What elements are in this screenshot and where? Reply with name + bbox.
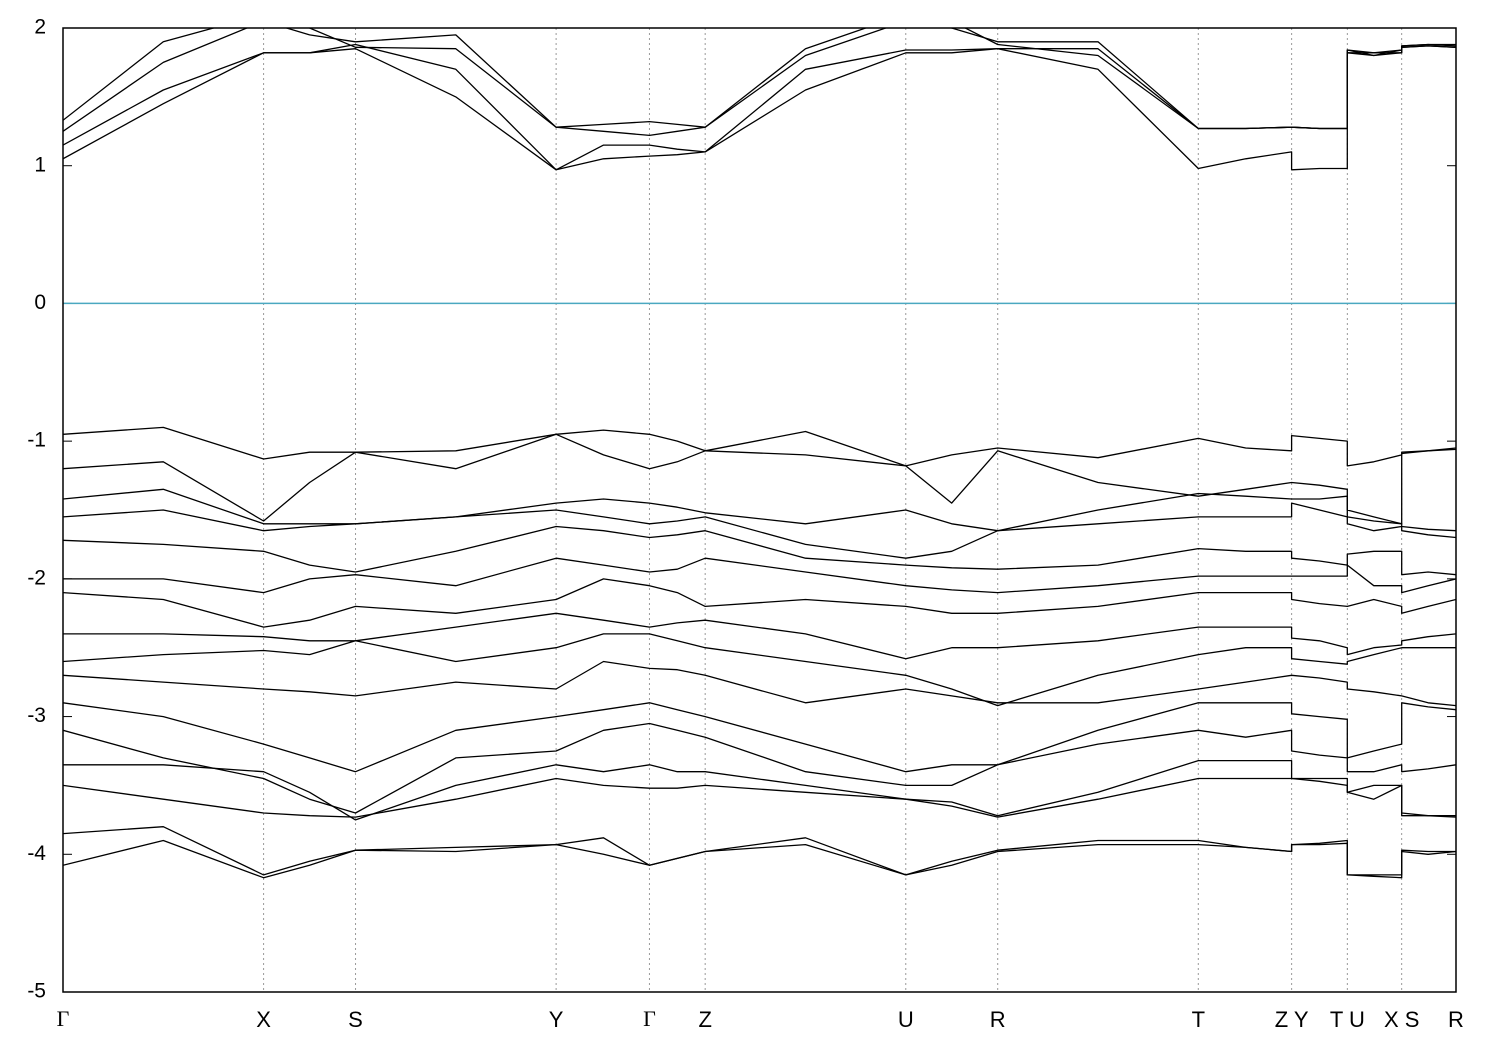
y-tick-label: -3 bbox=[27, 704, 46, 727]
y-tick-label: -1 bbox=[27, 429, 46, 452]
band-line bbox=[63, 722, 1456, 814]
band-line bbox=[63, 633, 1456, 707]
x-tick-label: T U bbox=[1330, 1007, 1365, 1032]
y-tick-label: -5 bbox=[27, 980, 46, 1003]
band-line bbox=[63, 777, 1456, 818]
band-line bbox=[63, 839, 1456, 879]
y-tick-label: 1 bbox=[34, 153, 46, 176]
band-line bbox=[63, 660, 1456, 707]
y-tick-label: -4 bbox=[27, 842, 46, 865]
band-line bbox=[63, 426, 1456, 467]
band-line bbox=[63, 612, 1456, 660]
band-line bbox=[63, 826, 1456, 876]
bands bbox=[63, 28, 1456, 879]
band-line bbox=[63, 28, 1456, 132]
x-tick-label: Γ bbox=[643, 1006, 656, 1031]
band-line bbox=[63, 525, 1456, 576]
band-line bbox=[63, 43, 1456, 171]
y-tick-label: 2 bbox=[34, 16, 46, 39]
x-tick-label: U bbox=[898, 1007, 914, 1032]
band-line bbox=[63, 28, 1456, 137]
band-line bbox=[63, 488, 1456, 532]
x-tick-label: X bbox=[256, 1007, 271, 1032]
x-tick-label: Z bbox=[698, 1007, 711, 1032]
y-tick-label: -2 bbox=[27, 566, 46, 589]
band-line bbox=[63, 557, 1456, 594]
y-tick-label: 0 bbox=[34, 291, 46, 314]
band-line bbox=[63, 759, 1456, 821]
x-tick-label: X S bbox=[1384, 1007, 1419, 1032]
band-line bbox=[63, 433, 1456, 525]
x-tick-label: R bbox=[990, 1007, 1006, 1032]
x-tick-label: T bbox=[1192, 1007, 1205, 1032]
band-line bbox=[63, 502, 1456, 559]
x-tick-label: Γ bbox=[57, 1006, 70, 1031]
x-tick-label: Z Y bbox=[1275, 1007, 1309, 1032]
plot-border bbox=[62, 27, 1457, 993]
band-line bbox=[63, 578, 1456, 628]
x-tick-label: S bbox=[348, 1007, 363, 1032]
x-tick-label: Y bbox=[549, 1007, 564, 1032]
x-tick-label: R bbox=[1448, 1007, 1464, 1032]
band-line bbox=[63, 702, 1456, 773]
